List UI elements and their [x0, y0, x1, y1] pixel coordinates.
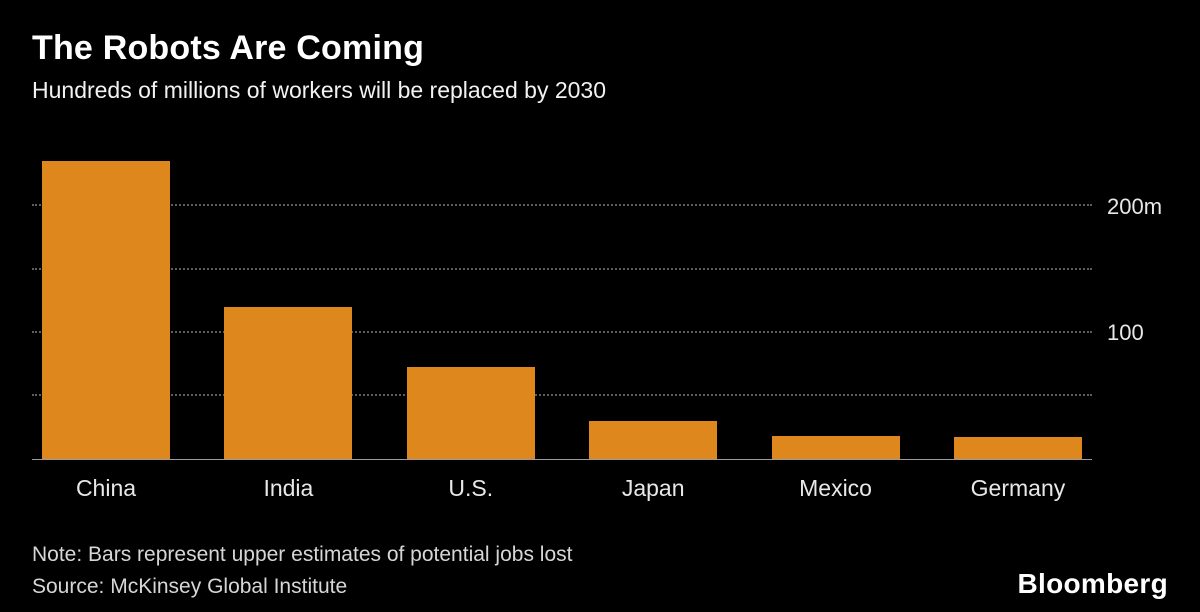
bar-japan [589, 420, 718, 459]
gridline-200 [32, 204, 1092, 207]
bar-mexico [771, 436, 900, 459]
plot-area [32, 150, 1092, 460]
bar-germany [953, 437, 1082, 459]
chart-source: Source: McKinsey Global Institute [32, 575, 348, 599]
y-axis-tick-label: 100 [1107, 320, 1144, 346]
bar-us [406, 366, 535, 459]
bloomberg-logo: Bloomberg [1017, 568, 1168, 600]
x-axis-label-mexico: Mexico [799, 474, 872, 501]
x-axis-labels: China India U.S. Japan Mexico Germany [32, 460, 1092, 502]
y-axis-tick-label: 200m [1107, 193, 1163, 219]
bar-india [224, 307, 353, 459]
bars-group [32, 150, 1092, 459]
x-axis-label-germany: Germany [970, 474, 1066, 501]
gridline-100 [32, 330, 1092, 333]
source-row: Source: McKinsey Global Institute Bloomb… [32, 568, 1168, 601]
bar-chart: 200m 100 China India U.S. Japan Mexico Germany [32, 150, 1168, 514]
gridline-150 [32, 267, 1092, 270]
x-axis-label-china: China [75, 474, 137, 501]
gridline-50 [32, 393, 1092, 396]
chart-footer: Note: Bars represent upper estimates of … [32, 541, 1168, 601]
chart-subtitle: Hundreds of millions of workers will be … [32, 77, 607, 104]
chart-header: The Robots Are Coming Hundreds of millio… [32, 28, 1168, 105]
y-axis-labels: 200m 100 [1092, 150, 1200, 460]
x-axis-label-us: U.S. [448, 474, 494, 501]
x-axis-label-japan: Japan [621, 474, 685, 501]
chart-title: The Robots Are Coming [32, 29, 425, 67]
bar-china [42, 161, 170, 459]
chart-note: Note: Bars represent upper estimates of … [32, 542, 573, 566]
x-axis-label-india: India [263, 474, 314, 501]
